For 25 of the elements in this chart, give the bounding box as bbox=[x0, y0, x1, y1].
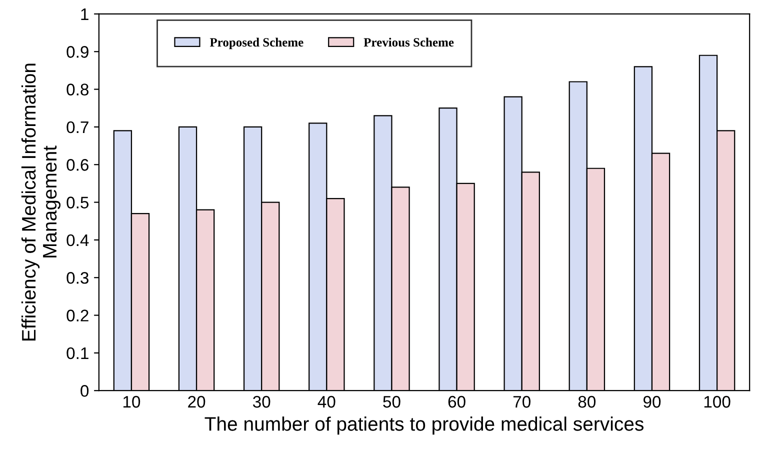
x-tick-label: 90 bbox=[644, 396, 661, 408]
x-tick-label: 80 bbox=[578, 396, 596, 408]
x-axis-title: The number of patients to provide medical services bbox=[204, 416, 644, 435]
legend-label: Proposed Scheme bbox=[210, 38, 304, 50]
x-tick-label: 40 bbox=[318, 396, 336, 408]
y-tick-label: 0.6 bbox=[66, 159, 88, 171]
x-tick-label: 20 bbox=[188, 396, 206, 408]
y-tick-label: 0.5 bbox=[66, 196, 89, 208]
x-tick-label: 10 bbox=[123, 396, 140, 408]
y-tick-label: 1 bbox=[81, 8, 88, 20]
y-axis-title: Efficiency of Medical Information Management bbox=[21, 64, 60, 340]
y-tick-label: 0.1 bbox=[66, 347, 88, 360]
x-tick-label: 60 bbox=[448, 396, 466, 408]
legend-label: Previous Scheme bbox=[364, 38, 454, 47]
x-tick-label: 70 bbox=[513, 396, 530, 408]
x-tick-label: 50 bbox=[383, 396, 400, 408]
x-tick-label: 100 bbox=[704, 396, 730, 408]
x-tick-label: 30 bbox=[252, 396, 270, 408]
y-tick-label: 0.2 bbox=[66, 310, 88, 322]
y-tick-label: 0 bbox=[80, 385, 89, 397]
y-tick-label: 0.7 bbox=[66, 121, 88, 134]
y-tick-label: 0.4 bbox=[66, 234, 89, 246]
y-tick-label: 0.9 bbox=[66, 46, 88, 58]
y-tick-label: 0.8 bbox=[66, 84, 88, 96]
y-tick-label: 0.3 bbox=[66, 272, 88, 284]
